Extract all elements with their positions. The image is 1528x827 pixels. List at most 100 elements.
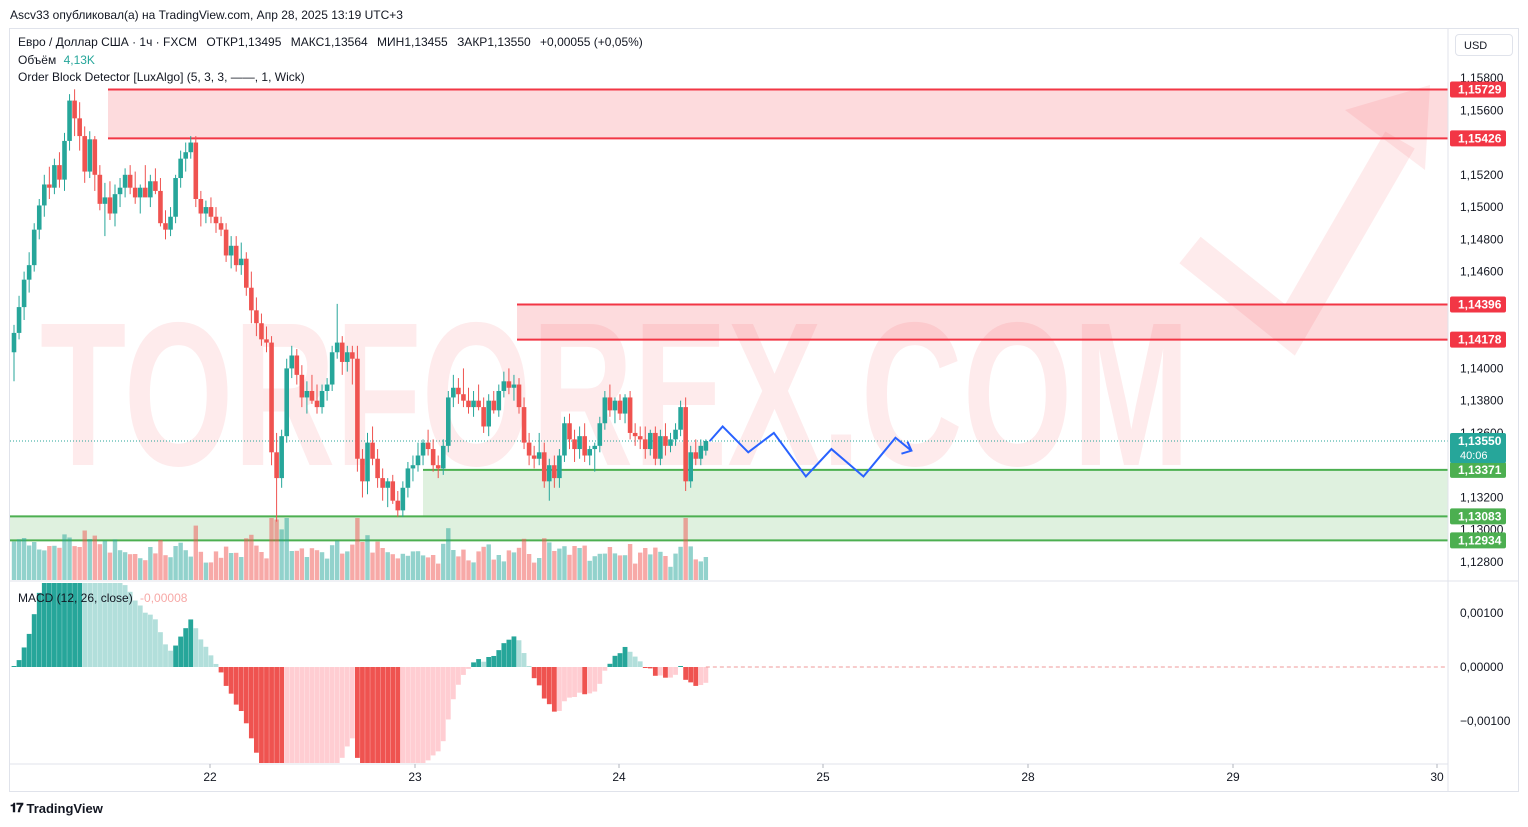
candle[interactable] bbox=[491, 390, 497, 414]
candle[interactable] bbox=[249, 271, 254, 324]
order-block-zone[interactable] bbox=[10, 516, 1448, 541]
candle[interactable] bbox=[42, 174, 47, 217]
candle[interactable] bbox=[577, 426, 582, 459]
candle[interactable] bbox=[355, 345, 360, 472]
candle[interactable] bbox=[31, 223, 37, 272]
candle[interactable] bbox=[476, 384, 481, 411]
candle[interactable] bbox=[143, 165, 148, 198]
candle[interactable] bbox=[244, 252, 249, 296]
candle[interactable] bbox=[435, 455, 441, 479]
candle[interactable] bbox=[698, 439, 704, 466]
candle[interactable] bbox=[11, 324, 17, 382]
candle[interactable] bbox=[365, 432, 370, 495]
candle[interactable] bbox=[223, 223, 229, 262]
candle[interactable] bbox=[536, 432, 542, 466]
candle[interactable] bbox=[183, 142, 188, 172]
price-level-tag[interactable]: 1,15426 bbox=[1450, 130, 1506, 147]
candle[interactable] bbox=[597, 416, 603, 453]
candle[interactable] bbox=[622, 394, 628, 424]
candle[interactable] bbox=[279, 429, 284, 488]
candle[interactable] bbox=[304, 381, 310, 414]
candle[interactable] bbox=[486, 394, 491, 437]
candle[interactable] bbox=[511, 374, 517, 401]
candle[interactable] bbox=[587, 445, 592, 466]
candle[interactable] bbox=[385, 478, 390, 508]
candle[interactable] bbox=[632, 423, 638, 446]
candle[interactable] bbox=[67, 94, 72, 151]
candle[interactable] bbox=[430, 439, 436, 472]
candle[interactable] bbox=[668, 432, 673, 453]
candle[interactable] bbox=[350, 345, 355, 385]
macd-label[interactable]: MACD (12, 26, close) bbox=[18, 591, 133, 605]
price-level-tag[interactable]: 1,13083 bbox=[1450, 508, 1506, 525]
candle[interactable] bbox=[117, 178, 123, 208]
candle[interactable] bbox=[188, 136, 194, 159]
candle[interactable] bbox=[521, 397, 527, 450]
candle[interactable] bbox=[446, 390, 451, 453]
order-block-zone[interactable] bbox=[423, 469, 1448, 517]
candle[interactable] bbox=[688, 445, 693, 488]
candle[interactable] bbox=[329, 345, 335, 391]
candle[interactable] bbox=[309, 374, 315, 404]
candle[interactable] bbox=[496, 384, 502, 417]
candle[interactable] bbox=[557, 449, 562, 488]
candle[interactable] bbox=[607, 384, 613, 417]
candle[interactable] bbox=[97, 165, 103, 211]
candle[interactable] bbox=[440, 439, 446, 475]
candle[interactable] bbox=[637, 426, 643, 450]
candle[interactable] bbox=[531, 445, 537, 469]
candle[interactable] bbox=[259, 313, 264, 346]
order-block-zone[interactable] bbox=[517, 304, 1448, 340]
candle[interactable] bbox=[451, 374, 456, 408]
candle[interactable] bbox=[107, 181, 113, 220]
candle[interactable] bbox=[683, 397, 688, 492]
candle[interactable] bbox=[238, 242, 244, 275]
candle[interactable] bbox=[410, 455, 416, 482]
candle[interactable] bbox=[360, 449, 365, 498]
candle[interactable] bbox=[324, 378, 330, 401]
candle[interactable] bbox=[163, 210, 168, 240]
candle[interactable] bbox=[218, 216, 224, 237]
candle[interactable] bbox=[233, 236, 239, 272]
candle[interactable] bbox=[648, 429, 653, 456]
candle[interactable] bbox=[627, 390, 633, 440]
tradingview-footer[interactable]: 𝟏𝟕 TradingView bbox=[10, 800, 103, 816]
candle[interactable] bbox=[47, 166, 52, 199]
candle[interactable] bbox=[269, 336, 274, 466]
price-level-tag[interactable]: 1,14396 bbox=[1450, 296, 1506, 313]
candle[interactable] bbox=[178, 150, 183, 188]
candle[interactable] bbox=[415, 442, 421, 472]
candle[interactable] bbox=[334, 303, 340, 359]
candle[interactable] bbox=[582, 423, 587, 462]
candle[interactable] bbox=[506, 368, 512, 395]
candle[interactable] bbox=[289, 345, 295, 379]
symbol-label[interactable]: Евро / Доллар США · 1ч · FXCM bbox=[18, 35, 198, 49]
candle[interactable] bbox=[26, 252, 32, 293]
candle[interactable] bbox=[547, 458, 552, 501]
candle[interactable] bbox=[572, 429, 577, 462]
candle[interactable] bbox=[526, 432, 532, 466]
candle[interactable] bbox=[21, 271, 27, 320]
candle[interactable] bbox=[481, 397, 486, 433]
candle[interactable] bbox=[693, 439, 699, 466]
candle[interactable] bbox=[375, 449, 380, 488]
candle[interactable] bbox=[299, 365, 305, 408]
price-level-tag[interactable]: 1,14178 bbox=[1450, 331, 1506, 348]
candle[interactable] bbox=[274, 432, 279, 522]
candle[interactable] bbox=[562, 416, 567, 462]
candle[interactable] bbox=[345, 345, 350, 372]
candle[interactable] bbox=[294, 349, 300, 385]
chart-frame[interactable] bbox=[9, 28, 1519, 792]
candle[interactable] bbox=[425, 429, 431, 456]
candle[interactable] bbox=[678, 400, 683, 437]
candle[interactable] bbox=[254, 297, 259, 337]
candle[interactable] bbox=[602, 390, 608, 430]
candle[interactable] bbox=[203, 200, 209, 224]
candle[interactable] bbox=[405, 461, 411, 498]
candle[interactable] bbox=[228, 236, 234, 269]
candle[interactable] bbox=[567, 413, 572, 450]
candle[interactable] bbox=[137, 184, 143, 214]
candle[interactable] bbox=[703, 439, 709, 456]
candle[interactable] bbox=[168, 207, 173, 237]
